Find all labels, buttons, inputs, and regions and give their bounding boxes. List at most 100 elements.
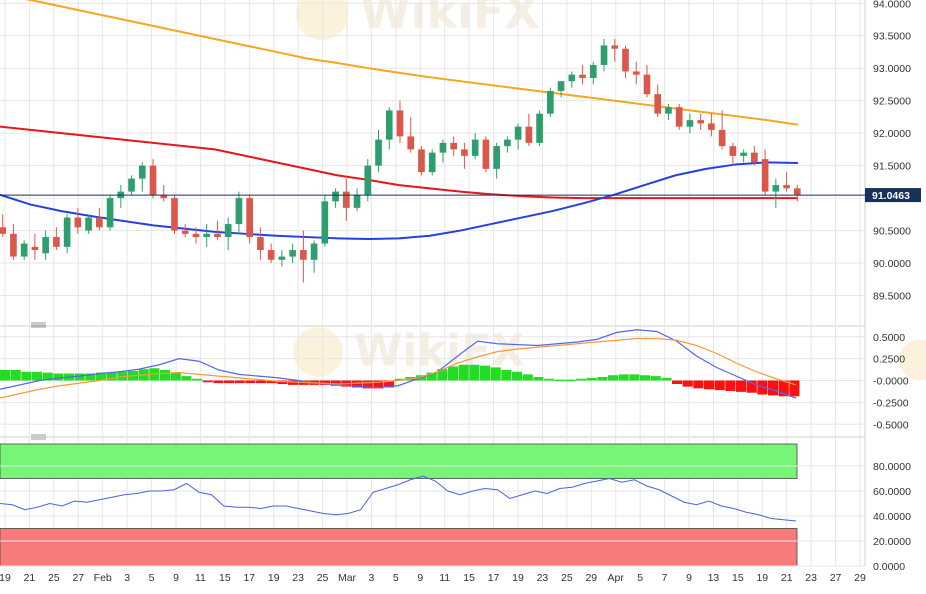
candle <box>697 113 704 130</box>
candle-body <box>675 107 683 127</box>
rsi-overbought-zone <box>0 443 798 479</box>
candle-body <box>160 194 168 199</box>
candle-body <box>783 185 790 189</box>
candle-body <box>665 107 672 114</box>
candle-body <box>461 149 468 156</box>
macd-line <box>0 329 797 399</box>
candle-body <box>192 233 200 238</box>
moving-average-line <box>0 161 799 241</box>
y-tick-label: 90.5000 <box>873 226 911 238</box>
macd-histogram-bar <box>469 364 480 381</box>
candle <box>300 230 307 283</box>
x-tick-label: 23 <box>805 572 817 584</box>
x-tick-label: 3 <box>124 572 130 584</box>
x-tick-label: 23 <box>537 572 549 584</box>
candle-body <box>654 94 662 114</box>
x-tick-label: 17 <box>243 572 255 584</box>
candle <box>106 194 114 231</box>
moving-average-line <box>25 0 799 126</box>
candle-body <box>525 126 533 143</box>
candle <box>332 188 339 208</box>
candle-body <box>504 139 511 147</box>
candle-body <box>257 237 264 251</box>
candle <box>536 110 543 147</box>
candle <box>53 227 60 251</box>
x-tick-label: 15 <box>463 572 475 584</box>
macd-histogram-bar <box>437 369 448 381</box>
candle-body <box>375 139 382 166</box>
macd-histogram-bar <box>266 380 277 384</box>
panel-resize-handle <box>31 322 46 328</box>
x-tick-label: 9 <box>686 572 692 584</box>
candle <box>224 217 232 251</box>
candle-body <box>74 217 82 228</box>
candle-body <box>385 110 393 140</box>
x-tick-label: 9 <box>173 572 179 584</box>
candle <box>31 233 39 260</box>
current-price-tag <box>865 188 921 203</box>
x-tick-label: 27 <box>72 572 84 584</box>
x-tick-label: 5 <box>637 572 643 584</box>
candle <box>450 136 458 156</box>
candle <box>783 172 790 192</box>
candle-body <box>332 191 339 202</box>
candle <box>708 113 715 137</box>
candle <box>267 243 275 264</box>
candle-body <box>708 123 715 130</box>
x-tick-label: 25 <box>317 572 329 584</box>
x-tick-label: 5 <box>149 572 155 584</box>
y-tick-label: 0.0000 <box>873 561 905 573</box>
rsi-line <box>0 475 797 522</box>
x-tick-label: 25 <box>561 572 573 584</box>
candle-body <box>235 198 243 225</box>
candle <box>471 133 479 160</box>
candle-body <box>63 217 71 247</box>
candle <box>568 71 576 88</box>
macd-histogram-bar <box>458 364 469 381</box>
candle <box>289 243 296 264</box>
candle-body <box>793 188 801 195</box>
candle <box>665 103 672 121</box>
x-tick-label: 21 <box>781 572 793 584</box>
macd-histogram-bar <box>256 380 267 384</box>
candle <box>611 38 619 62</box>
watermark: WikiFX <box>296 0 540 40</box>
macd-histogram-bar <box>682 380 693 387</box>
macd-histogram-bar <box>362 380 373 389</box>
macd-histogram-bar <box>565 379 576 382</box>
macd-histogram-bar <box>714 380 725 391</box>
watermark-logo-icon <box>296 0 348 40</box>
y-tick-label: 90.0000 <box>873 258 911 270</box>
candle-body <box>493 146 500 169</box>
x-tick-label: 19 <box>756 572 768 584</box>
candle-body <box>697 120 704 124</box>
x-tick-label: Mar <box>338 572 357 584</box>
candle <box>171 194 178 234</box>
candle <box>622 45 629 78</box>
macd-histogram-bar <box>768 380 779 396</box>
candle <box>353 188 361 212</box>
macd-histogram-bar <box>640 375 651 381</box>
y-tick-label: -0.5000 <box>873 419 909 431</box>
y-tick-label: 94.0000 <box>873 0 911 10</box>
candle <box>751 146 758 166</box>
candle-body <box>761 159 769 192</box>
candle-body <box>278 256 286 260</box>
x-tick-label: 3 <box>369 572 375 584</box>
candle <box>214 220 221 241</box>
candle <box>493 142 500 179</box>
x-tick-label: 19 <box>512 572 524 584</box>
candle <box>181 224 189 238</box>
macd-histogram-bar <box>0 370 11 381</box>
macd-histogram-bar <box>490 367 501 381</box>
candle <box>632 61 640 85</box>
x-tick-label: 27 <box>830 572 842 584</box>
macd-signal-line <box>0 337 797 399</box>
candle <box>149 159 157 199</box>
x-tick-label: 15 <box>219 572 231 584</box>
candle-body <box>364 165 372 195</box>
candle <box>128 175 135 195</box>
macd-histogram-bar <box>192 378 203 381</box>
candle-body <box>181 230 189 234</box>
candle <box>203 224 211 247</box>
